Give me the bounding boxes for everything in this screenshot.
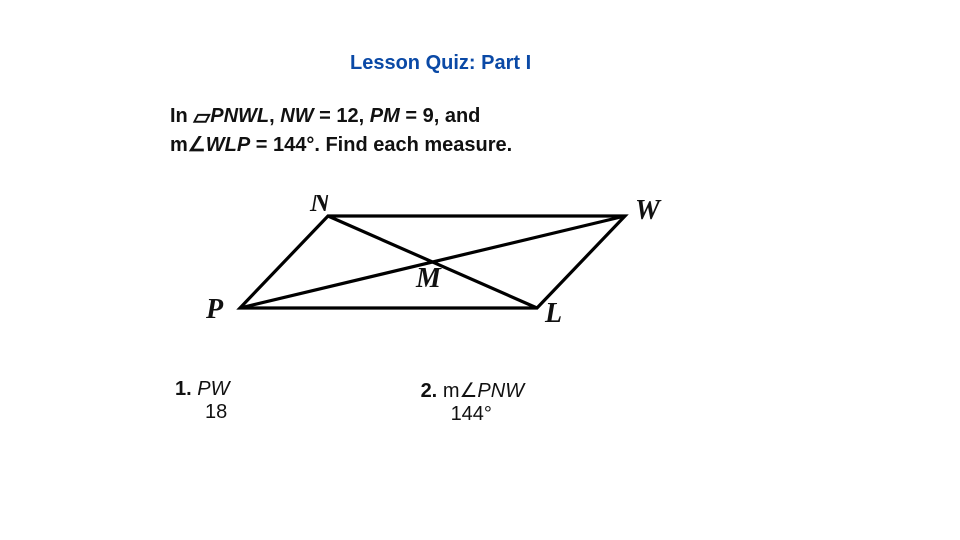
q2-m: m [443, 380, 460, 402]
vertex-p: P [205, 294, 224, 325]
value-pm: 9 [423, 105, 434, 127]
angle-symbol: ∠ [188, 132, 206, 159]
angle-value: 144° [273, 134, 314, 156]
parallelogram-diagram: N W P L M [200, 195, 680, 345]
angle-symbol: ∠ [459, 378, 477, 403]
parallelogram-symbol: ▱ [193, 102, 210, 132]
questions-row: 1. PW 18 2. m∠PNW 144° [175, 378, 675, 426]
text: . Find each measure. [314, 134, 512, 156]
vertex-n: N [309, 195, 332, 218]
text: , [359, 105, 370, 127]
center-m: M [415, 263, 442, 294]
text: = [250, 134, 273, 156]
text: , [269, 105, 280, 127]
shape-name: PNWL [210, 105, 269, 127]
diagonal-pw [240, 216, 625, 308]
text: = [400, 105, 423, 127]
q1-number: 1. [175, 378, 192, 400]
q2-number: 2. [421, 380, 438, 402]
text: = [314, 105, 337, 127]
q2-answer: 144° [451, 403, 492, 425]
page-title: Lesson Quiz: Part I [350, 52, 531, 75]
q1-answer: 18 [205, 401, 227, 423]
angle-name: WLP [206, 134, 250, 156]
value-nw: 12 [336, 105, 358, 127]
problem-statement: In ▱PNWL, NW = 12, PM = 9, and m∠WLP = 1… [170, 102, 512, 159]
segment-nw: NW [280, 105, 313, 127]
vertex-w: W [635, 195, 662, 226]
q2-variable: PNW [477, 380, 524, 402]
segment-pm: PM [370, 105, 400, 127]
q1-variable: PW [197, 378, 229, 400]
question-1: 1. PW 18 [175, 378, 415, 424]
text: In [170, 105, 193, 127]
measure-m: m [170, 134, 188, 156]
vertex-l: L [544, 298, 562, 329]
text: , and [434, 105, 481, 127]
question-2: 2. m∠PNW 144° [421, 378, 661, 426]
